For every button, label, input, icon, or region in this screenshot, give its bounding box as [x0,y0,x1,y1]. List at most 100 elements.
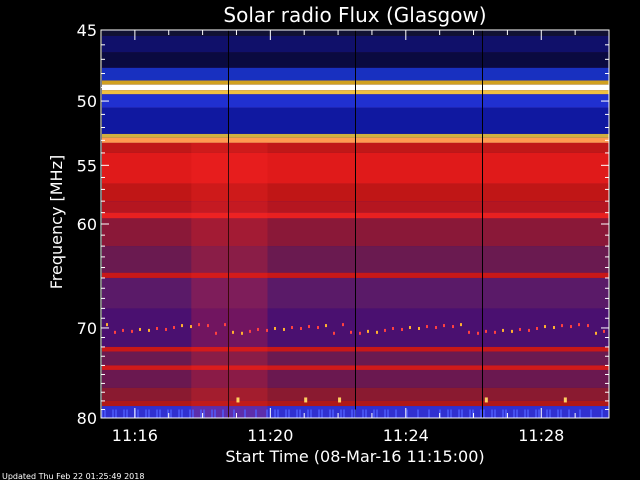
bottom-texture [472,409,474,418]
interference-spot [350,330,352,334]
texture-stripe [228,30,229,418]
texture-stripe [482,30,483,418]
bottom-texture [101,409,103,418]
texture-stripe [228,30,229,418]
texture-stripe [228,30,229,418]
texture-stripe [355,30,356,418]
bottom-texture [343,409,345,418]
texture-stripe [355,30,356,418]
texture-stripe [355,30,356,418]
heatmap-band [101,246,609,273]
texture-stripe [355,30,356,418]
texture-stripe [228,30,229,418]
chart-title: Solar radio Flux (Glasgow) [223,3,486,27]
texture-stripe [482,30,483,418]
bottom-texture [590,409,592,418]
bottom-texture [244,409,246,418]
interference-spot [570,325,572,329]
texture-stripe [355,30,356,418]
texture-stripe [228,30,229,418]
texture-stripe [228,30,229,418]
interference-spot [224,323,226,327]
texture-stripe [228,30,229,418]
texture-stripe [228,30,229,418]
bottom-texture [211,409,213,418]
interference-spot [241,331,243,335]
heatmap-band [101,351,609,366]
texture-stripe [228,30,229,418]
texture-stripe [355,30,356,418]
interference-spot [477,331,479,335]
bottom-texture [406,409,408,418]
texture-stripe [482,30,483,418]
update-timestamp: Updated Thu Feb 22 01:25:49 2018 [2,472,144,480]
texture-stripe [355,30,356,418]
texture-stripe [228,30,229,418]
bottom-texture [277,409,279,418]
texture-stripe [228,30,229,418]
texture-stripe [482,30,483,418]
texture-stripe [228,30,229,418]
bottom-texture [233,409,235,418]
bottom-texture [181,409,183,418]
texture-stripe [355,30,356,418]
heatmap-band [101,365,609,370]
bottom-texture [546,409,548,418]
interference-spot [131,329,133,333]
interference-spot [443,324,445,328]
heatmap-band [101,201,609,213]
interference-spot [536,326,538,330]
texture-stripe [482,30,483,418]
interference-spot [494,330,496,334]
y-tick-label: 55 [77,156,97,175]
bottom-texture [200,409,202,418]
y-tick-label: 70 [77,319,97,338]
heatmap-band [101,272,609,278]
texture-stripe [228,30,229,418]
interference-spot [333,331,335,335]
texture-stripe [482,30,483,418]
texture-stripe [482,30,483,418]
heatmap-band [101,90,609,95]
bottom-texture [535,409,537,418]
texture-stripe [355,30,356,418]
interference-spot [587,324,589,328]
texture-stripe [228,30,229,418]
interference-spot [122,328,124,332]
interference-spot [257,327,259,331]
heatmap-band [101,218,609,247]
texture-stripe [355,30,356,418]
bottom-texture [170,409,172,418]
bottom-texture [274,409,276,418]
heatmap-band [101,346,609,352]
heatmap-band [101,369,609,388]
interference-spot [401,327,403,331]
texture-stripe [355,30,356,418]
texture-stripe [482,30,483,418]
interference-spot [578,323,580,327]
texture-stripe [228,30,229,418]
texture-stripe [482,30,483,418]
interference-spot [553,326,555,330]
interference-spot [165,327,167,331]
interference-spot [106,323,108,327]
texture-stripe [355,30,356,418]
texture-stripe [482,30,483,418]
bottom-texture [214,409,216,418]
bottom-texture [417,409,419,418]
texture-stripe [482,30,483,418]
interference-spot [359,331,361,335]
texture-stripe [355,30,356,418]
interference-spot [392,326,394,330]
heatmap-band [101,80,609,85]
texture-stripe [228,30,229,418]
texture-stripe [355,30,356,418]
interference-spot [173,326,175,330]
bottom-texture [560,409,562,418]
texture-stripe [482,30,483,418]
interference-spot [511,329,513,333]
heatmap-band [101,67,609,81]
texture-stripe [482,30,483,418]
bottom-texture [384,409,386,418]
